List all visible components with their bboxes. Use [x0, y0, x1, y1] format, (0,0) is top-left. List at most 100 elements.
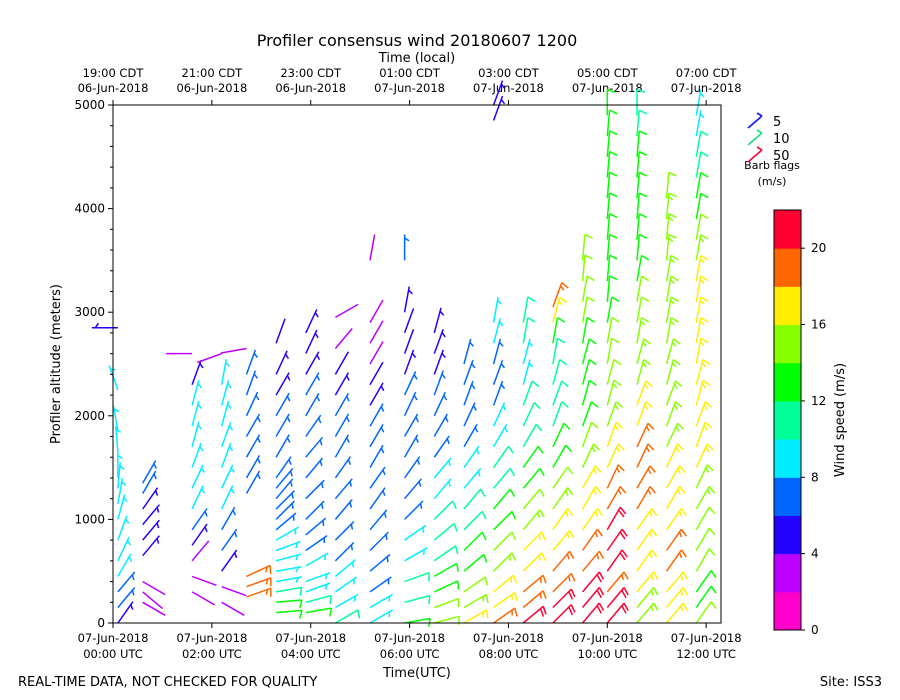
- barb-feather: [481, 531, 487, 541]
- barb-feather: [614, 425, 619, 431]
- barb-staff: [695, 527, 710, 551]
- wind-barb: [522, 509, 545, 531]
- barb-staff: [369, 234, 376, 261]
- barb-feather: [565, 444, 572, 453]
- wind-barb: [606, 602, 629, 624]
- barb-feather: [197, 403, 203, 409]
- wind-barb: [695, 275, 709, 302]
- barb-feather: [314, 312, 319, 318]
- barb-feather: [706, 489, 711, 495]
- wind-barb: [582, 571, 605, 593]
- wind-barb: [434, 597, 460, 609]
- wind-barb: [369, 487, 386, 510]
- chart-title: Profiler consensus wind 20180607 1200: [257, 31, 578, 50]
- barb-feather: [531, 380, 540, 388]
- barb-feather: [645, 380, 653, 388]
- x-tick-date: 07-Jun-2018: [374, 631, 445, 645]
- wind-barb: [142, 591, 164, 610]
- wind-barb: [334, 328, 353, 349]
- barb-staff: [695, 506, 710, 531]
- wind-barb: [275, 586, 303, 596]
- barb-feather: [701, 362, 707, 368]
- wind-barb: [369, 403, 385, 427]
- barb-feather: [621, 574, 625, 581]
- wind-barb: [552, 317, 566, 344]
- barb-feather: [291, 492, 294, 499]
- wind-barb: [305, 309, 319, 334]
- barb-staff: [369, 299, 384, 323]
- barb-feather: [156, 538, 160, 544]
- barb-feather: [653, 587, 659, 596]
- barb-feather: [448, 481, 452, 487]
- barb-feather: [643, 358, 652, 366]
- barb-feather: [596, 574, 602, 583]
- wind-barb: [581, 465, 602, 489]
- barb-staff: [522, 445, 539, 469]
- wind-barb: [666, 602, 689, 624]
- barb-feather: [527, 296, 536, 302]
- barb-feather: [706, 464, 714, 472]
- wind-barb: [463, 380, 476, 406]
- barb-feather: [611, 296, 620, 302]
- barb-feather: [669, 299, 675, 305]
- barb-staff: [404, 617, 431, 624]
- wind-barb: [665, 254, 679, 282]
- barb-staff: [606, 338, 613, 365]
- barb-feather: [651, 508, 658, 516]
- wind-barb: [636, 508, 658, 531]
- barb-feather: [295, 577, 299, 583]
- barb-feather: [645, 401, 653, 408]
- barb-feather: [636, 88, 646, 94]
- wind-barb: [665, 486, 686, 510]
- wind-barb: [191, 442, 204, 468]
- barb-feather: [708, 548, 716, 556]
- x-tick-time: 00:00 UTC: [83, 647, 143, 661]
- barb-feather: [527, 317, 536, 323]
- wind-barb: [403, 234, 410, 261]
- wind-barb: [463, 488, 486, 510]
- wind-barb: [463, 593, 489, 609]
- barb-feather: [700, 254, 709, 261]
- barb-feather: [568, 606, 574, 616]
- wind-barb: [606, 587, 629, 608]
- colorbar-tick-label: 12: [811, 394, 826, 408]
- wind-barb: [334, 576, 358, 593]
- wind-barb: [245, 349, 259, 375]
- barb-staff: [334, 576, 358, 593]
- barb-feather: [682, 602, 689, 611]
- barb-staff: [403, 391, 417, 417]
- barb-staff: [305, 607, 332, 614]
- barb-feather: [502, 405, 507, 411]
- wind-barb: [636, 602, 659, 624]
- barb-feather: [700, 171, 709, 178]
- wind-barb: [522, 402, 541, 427]
- barb-staff: [552, 338, 559, 365]
- wind-barb: [245, 413, 261, 437]
- barb-feather: [672, 358, 681, 366]
- barb-feather: [617, 489, 622, 495]
- wind-barb: [581, 233, 593, 261]
- barb-feather: [299, 587, 303, 596]
- barb-feather: [232, 509, 237, 516]
- barb-feather: [476, 448, 480, 455]
- wind-barb: [665, 233, 677, 261]
- top-tick-date: 07-Jun-2018: [473, 81, 544, 95]
- barb-staff: [275, 576, 302, 583]
- barb-feather: [702, 358, 711, 366]
- quality-disclaimer: REAL-TIME DATA, NOT CHECKED FOR QUALITY: [18, 675, 317, 690]
- y-tick-label: 0: [97, 616, 105, 630]
- barb-feather: [584, 254, 593, 260]
- barb-staff: [335, 609, 359, 624]
- barb-feather: [621, 589, 627, 599]
- barb-feather: [647, 468, 652, 475]
- barb-feather: [415, 437, 419, 443]
- barb-feather: [446, 438, 450, 445]
- barb-feather: [298, 610, 303, 619]
- wind-barb: [335, 609, 361, 624]
- barb-feather: [485, 594, 489, 604]
- barb-feather: [644, 404, 649, 410]
- wind-barb: [493, 531, 517, 552]
- barb-column: [142, 460, 166, 616]
- barb-feather: [682, 571, 689, 580]
- wind-barb: [403, 413, 419, 437]
